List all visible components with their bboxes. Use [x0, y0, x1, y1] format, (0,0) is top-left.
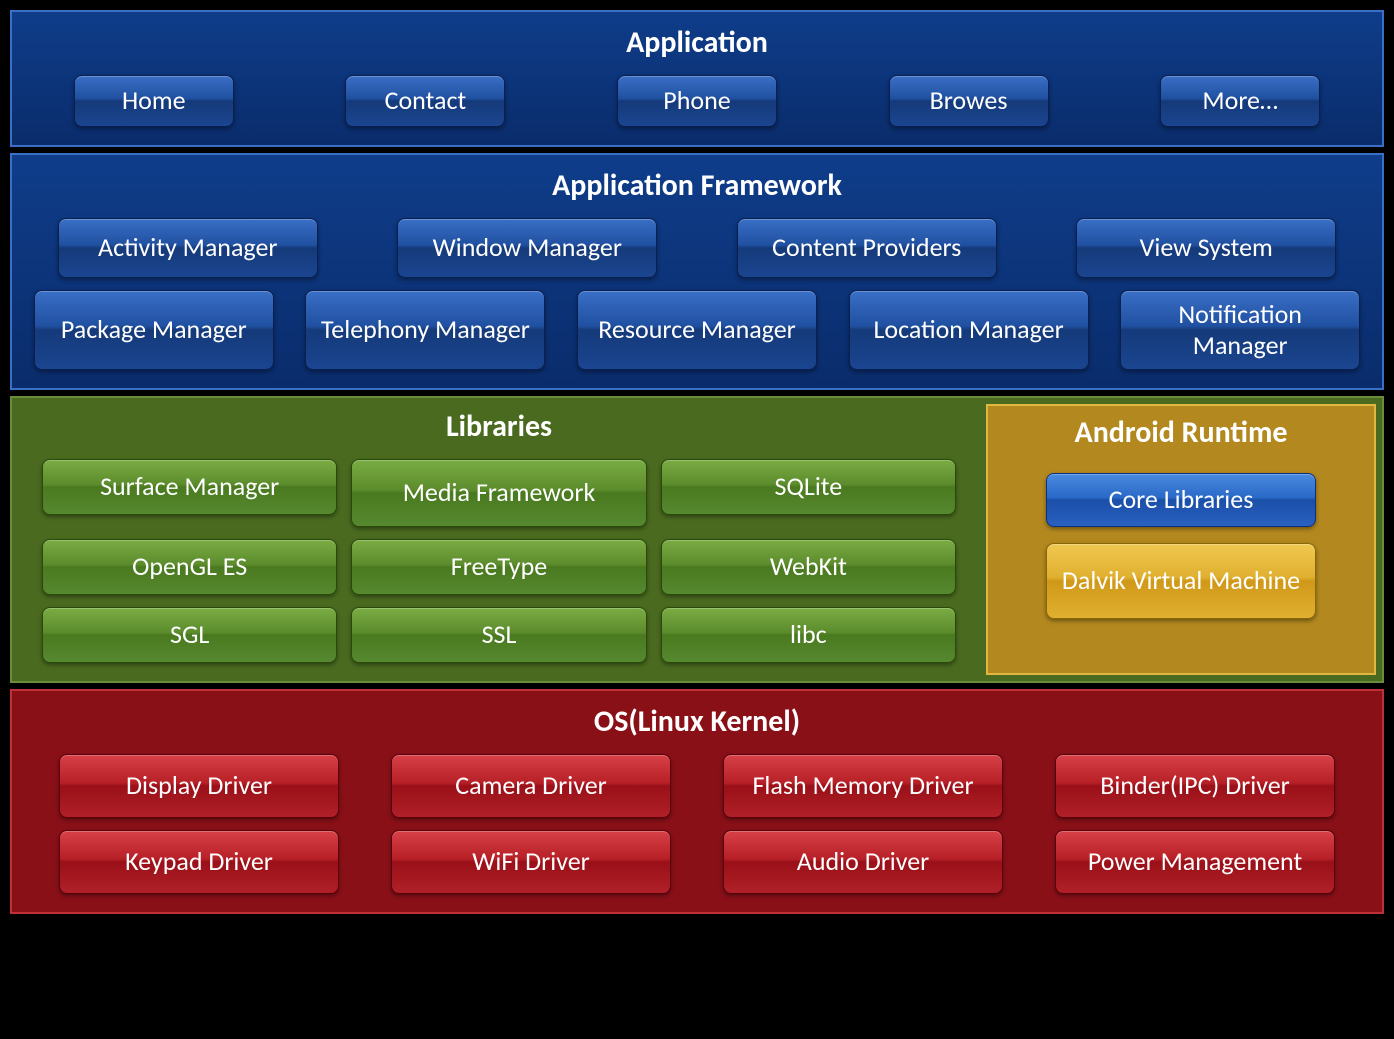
content-providers-box: Content Providers	[737, 218, 997, 278]
framework-row1: Activity Manager Window Manager Content …	[28, 218, 1366, 278]
view-system-box: View System	[1076, 218, 1336, 278]
application-layer: Application Home Contact Phone Browes Mo…	[10, 10, 1384, 147]
middle-layer: Libraries Surface Manager Media Framewor…	[10, 396, 1384, 683]
architecture-diagram: Application Home Contact Phone Browes Mo…	[10, 10, 1384, 1029]
camera-driver-box: Camera Driver	[391, 754, 671, 818]
media-framework-box: Media Framework	[351, 459, 646, 527]
freetype-box: FreeType	[351, 539, 646, 595]
activity-manager-box: Activity Manager	[58, 218, 318, 278]
opengl-es-box: OpenGL ES	[42, 539, 337, 595]
notification-manager-box: Notification Manager	[1120, 290, 1360, 370]
framework-title: Application Framework	[28, 167, 1366, 204]
sgl-box: SGL	[42, 607, 337, 663]
app-browes-button: Browes	[889, 75, 1049, 127]
app-more-button: More…	[1160, 75, 1320, 127]
os-title: OS(Linux Kernel)	[28, 703, 1366, 740]
runtime-layer: Android Runtime Core Libraries Dalvik Vi…	[986, 404, 1376, 675]
dalvik-vm-box: Dalvik Virtual Machine	[1046, 543, 1316, 619]
telephony-manager-box: Telephony Manager	[305, 290, 545, 370]
os-layer: OS(Linux Kernel) Display Driver Camera D…	[10, 689, 1384, 914]
app-contact-button: Contact	[345, 75, 505, 127]
application-row: Home Contact Phone Browes More…	[28, 75, 1366, 127]
wifi-driver-box: WiFi Driver	[391, 830, 671, 894]
webkit-box: WebKit	[661, 539, 956, 595]
libraries-title: Libraries	[42, 408, 956, 445]
power-management-box: Power Management	[1055, 830, 1335, 894]
flash-memory-driver-box: Flash Memory Driver	[723, 754, 1003, 818]
core-libraries-box: Core Libraries	[1046, 473, 1316, 527]
keypad-driver-box: Keypad Driver	[59, 830, 339, 894]
runtime-title: Android Runtime	[1004, 414, 1358, 451]
ssl-box: SSL	[351, 607, 646, 663]
os-grid: Display Driver Camera Driver Flash Memor…	[28, 754, 1366, 894]
audio-driver-box: Audio Driver	[723, 830, 1003, 894]
sqlite-box: SQLite	[661, 459, 956, 515]
app-phone-button: Phone	[617, 75, 777, 127]
display-driver-box: Display Driver	[59, 754, 339, 818]
framework-row2: Package Manager Telephony Manager Resour…	[28, 290, 1366, 370]
app-home-button: Home	[74, 75, 234, 127]
package-manager-box: Package Manager	[34, 290, 274, 370]
runtime-column: Core Libraries Dalvik Virtual Machine	[1004, 473, 1358, 619]
resource-manager-box: Resource Manager	[577, 290, 817, 370]
framework-layer: Application Framework Activity Manager W…	[10, 153, 1384, 390]
surface-manager-box: Surface Manager	[42, 459, 337, 515]
application-title: Application	[28, 24, 1366, 61]
location-manager-box: Location Manager	[849, 290, 1089, 370]
binder-ipc-driver-box: Binder(IPC) Driver	[1055, 754, 1335, 818]
libc-box: libc	[661, 607, 956, 663]
libraries-grid: Surface Manager Media Framework SQLite O…	[42, 459, 956, 663]
window-manager-box: Window Manager	[397, 218, 657, 278]
libraries-layer: Libraries Surface Manager Media Framewor…	[12, 398, 986, 681]
